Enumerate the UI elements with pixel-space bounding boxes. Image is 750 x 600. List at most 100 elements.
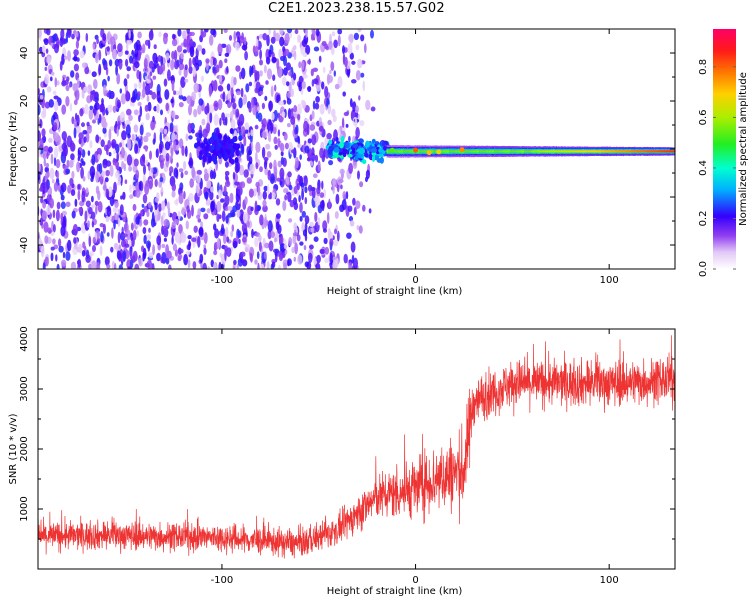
heatmap-cell: [508, 150, 510, 153]
heatmap-cell: [254, 87, 259, 94]
heatmap-cell: [119, 88, 123, 94]
heatmap-cell: [578, 150, 580, 153]
heatmap-cell: [224, 249, 227, 262]
heatmap-cell: [171, 33, 176, 40]
heatmap-cell: [323, 228, 327, 233]
heatmap-cell: [642, 150, 644, 153]
heatmap-cell: [60, 194, 65, 201]
heatmap-cell: [117, 43, 123, 53]
heatmap-cell: [474, 150, 476, 153]
heatmap-cell: [257, 112, 263, 122]
heatmap-cell: [157, 203, 162, 212]
heatmap-cell: [208, 85, 212, 97]
heatmap-cell: [142, 173, 146, 186]
heatmap-cell: [241, 32, 244, 41]
heatmap-cell: [353, 32, 359, 41]
heatmap-cell: [257, 106, 261, 112]
heatmap-cell: [284, 194, 288, 201]
heatmap-cell: [204, 168, 208, 175]
heatmap-cell: [304, 186, 308, 194]
heatmap-cell: [224, 113, 231, 118]
heatmap-cell: [210, 57, 214, 68]
heatmap-cell: [126, 66, 131, 72]
heatmap-cell: [165, 257, 170, 265]
heatmap-cell: [85, 200, 91, 208]
heatmap-cell: [301, 210, 306, 218]
heatmap-cell: [242, 236, 247, 243]
heatmap-cell: [288, 237, 293, 247]
heatmap-cell: [132, 203, 137, 212]
heatmap-cell: [146, 259, 153, 269]
heatmap-cell: [289, 199, 294, 208]
heatmap-cell: [114, 200, 119, 208]
heatmap-cell: [347, 43, 353, 55]
heatmap-cell: [56, 263, 60, 269]
heatmap-cell: [336, 230, 340, 242]
heatmap-cell: [266, 261, 270, 269]
heatmap-cell: [74, 88, 80, 101]
heatmap-cell: [163, 128, 168, 135]
heatmap-cell: [180, 232, 187, 243]
heatmap-cell: [277, 224, 282, 235]
heatmap-cell: [301, 222, 305, 233]
heatmap-cell: [74, 31, 79, 38]
heatmap-cell: [254, 259, 258, 265]
heatmap-cell: [576, 150, 578, 153]
heatmap-cell: [339, 141, 344, 149]
heatmap-cell: [286, 62, 291, 71]
heatmap-cell: [95, 171, 99, 183]
heatmap-cell: [78, 243, 83, 254]
heatmap-cell: [93, 78, 98, 90]
heatmap-cell: [283, 244, 288, 250]
heatmap-cell: [198, 226, 204, 238]
heatmap-cell: [122, 233, 128, 238]
heatmap-cell: [476, 150, 478, 153]
heatmap-cell: [640, 150, 642, 153]
heatmap-cell: [293, 105, 298, 113]
heatmap-cell: [43, 158, 46, 167]
heatmap-cell: [88, 108, 94, 120]
heatmap-cell: [40, 245, 45, 258]
heatmap-cell: [263, 159, 268, 170]
heatmap-cell: [212, 149, 217, 156]
heatmap-cell: [223, 137, 228, 144]
heatmap-cell: [328, 145, 334, 152]
heatmap-cell: [114, 262, 117, 269]
heatmap-cell: [638, 150, 640, 153]
heatmap-cell: [105, 215, 110, 223]
heatmap-cell: [171, 50, 175, 60]
heatmap-cell: [321, 81, 325, 90]
heatmap-cell: [44, 256, 49, 267]
heatmap-cell: [583, 150, 585, 153]
heatmap-cell: [148, 60, 154, 69]
heatmap-cell: [125, 124, 131, 136]
heatmap-cell: [43, 221, 49, 233]
heatmap-cell: [82, 130, 88, 135]
heatmap-cell: [213, 100, 219, 112]
heatmap-cell: [350, 241, 356, 253]
heatmap-cell: [61, 210, 67, 216]
heatmap-cell: [426, 150, 428, 153]
heatmap-cell: [138, 257, 143, 267]
heatmap-cell: [650, 150, 653, 153]
heatmap-cell: [184, 170, 189, 176]
heatmap-cell: [475, 150, 477, 153]
heatmap-cell: [106, 232, 110, 237]
heatmap-cell: [536, 150, 538, 153]
heatmap-cell: [85, 254, 91, 263]
heatmap-cell: [120, 195, 123, 200]
heatmap-cell: [87, 170, 91, 180]
heatmap-cell: [646, 150, 649, 153]
heatmap-cell: [579, 150, 581, 153]
heatmap-cell: [559, 150, 562, 153]
heatmap-cell: [618, 150, 621, 153]
heatmap-cell: [495, 150, 498, 153]
heatmap-cell: [341, 199, 347, 211]
x-tick-label: 100: [600, 575, 619, 586]
y-tick-label: -20: [19, 189, 30, 205]
heatmap-cell: [378, 148, 382, 153]
heatmap-cell: [346, 232, 352, 239]
heatmap-cell: [191, 204, 194, 217]
heatmap-cell: [249, 69, 254, 76]
heatmap-cell: [517, 150, 519, 153]
